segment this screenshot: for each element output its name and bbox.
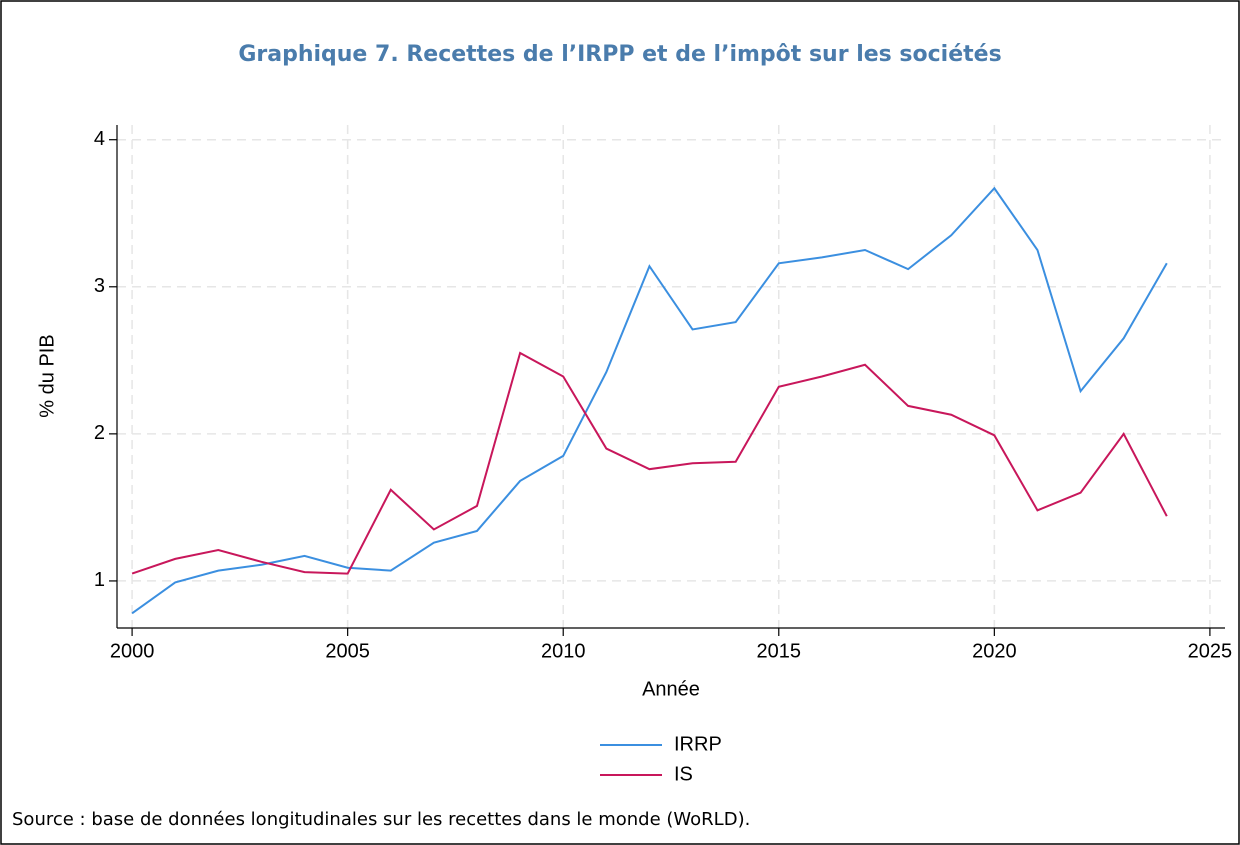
y-tick-label: 3 (94, 275, 105, 297)
x-tick-label: 2020 (972, 640, 1017, 662)
y-tick-label: 1 (94, 569, 105, 591)
x-tick-label: 2005 (325, 640, 370, 662)
y-tick-label: 4 (94, 128, 105, 150)
legend-label: IS (674, 763, 693, 785)
x-tick-label: 2025 (1188, 640, 1233, 662)
chart-title: Graphique 7. Recettes de l’IRPP et de l’… (238, 42, 1001, 67)
x-tick-label: 2010 (541, 640, 586, 662)
y-axis-label: % du PIB (36, 334, 58, 417)
x-tick-label: 2000 (110, 640, 155, 662)
x-axis-label: Année (642, 678, 700, 700)
series-line (131, 186, 1168, 615)
y-tick-label: 2 (94, 422, 105, 444)
x-tick-label: 2015 (757, 640, 802, 662)
series-line (131, 351, 1168, 575)
legend-label: IRRP (674, 733, 722, 755)
source-note: Source : base de données longitudinales … (12, 809, 750, 830)
